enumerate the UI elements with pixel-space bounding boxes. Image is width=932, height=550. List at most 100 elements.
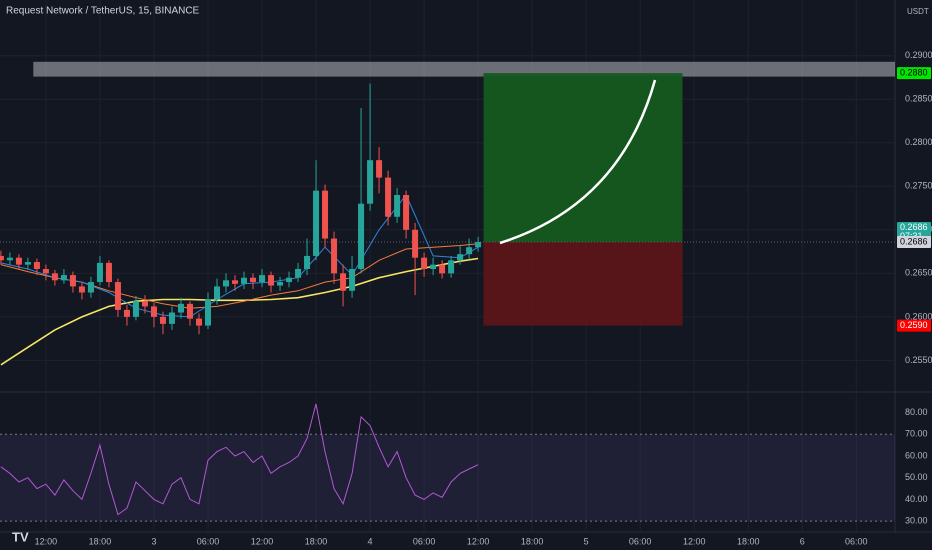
candle-body — [105, 262, 112, 283]
x-tick-label: 18:00 — [89, 536, 112, 546]
candle-body — [259, 275, 266, 283]
x-tick-label: 4 — [368, 536, 373, 546]
candle-body — [475, 242, 482, 248]
candle-body — [286, 277, 293, 283]
candle-body — [96, 262, 103, 283]
candle-body — [412, 229, 419, 258]
candle-body — [51, 273, 58, 281]
candle-body — [394, 195, 401, 217]
y-tick-label: 0.2800 — [905, 137, 932, 147]
candle-body — [313, 190, 320, 256]
candle-body — [33, 262, 40, 269]
x-tick-label: 12:00 — [683, 536, 706, 546]
candle-body — [340, 273, 347, 291]
candle-body — [232, 280, 239, 284]
candle-body — [123, 309, 130, 317]
resistance-zone — [33, 61, 896, 77]
rsi-tick-label: 30.00 — [905, 516, 928, 526]
candle-body — [150, 306, 157, 317]
countdown: 07:31 — [900, 231, 923, 241]
x-tick-label: 18:00 — [521, 536, 544, 546]
candle-body — [430, 264, 437, 269]
y-tick-label: 0.2750 — [905, 181, 932, 191]
candle-body — [69, 275, 76, 287]
rsi-tick-label: 40.00 — [905, 494, 928, 504]
x-tick-label: 12:00 — [251, 536, 274, 546]
logo[interactable]: TV — [12, 529, 29, 544]
candle-body — [168, 312, 175, 324]
candle-body — [213, 286, 220, 300]
candle-body — [241, 277, 248, 284]
candle-body — [78, 286, 85, 293]
currency: USDT — [907, 7, 929, 16]
candle-body — [466, 247, 473, 255]
target-zone — [483, 73, 683, 243]
candle-body — [177, 303, 184, 313]
chart-title: Request Network / TetherUS, 15, BINANCE — [6, 6, 200, 17]
x-tick-label: 5 — [584, 536, 589, 546]
candle-body — [403, 195, 410, 230]
candle-body — [204, 299, 211, 326]
x-tick-label: 3 — [151, 536, 156, 546]
candle-body — [195, 318, 202, 326]
candle-body — [60, 275, 67, 281]
x-tick-label: 06:00 — [413, 536, 436, 546]
candle-body — [457, 254, 464, 261]
candle-body — [331, 238, 338, 274]
candle-body — [322, 190, 329, 239]
entry-label: 0.2686 — [900, 236, 928, 246]
x-tick-label: 6 — [800, 536, 805, 546]
candle-body — [385, 177, 392, 217]
moving-average — [0, 257, 479, 366]
candle-body — [186, 303, 193, 319]
stop-label-box — [897, 319, 931, 332]
candle-body — [223, 280, 230, 287]
entry-box — [897, 236, 931, 249]
rsi-tick-label: 80.00 — [905, 407, 928, 417]
x-tick-label: 18:00 — [737, 536, 760, 546]
candle-body — [159, 316, 166, 324]
candle-body — [367, 160, 374, 204]
x-tick-label: 12:00 — [467, 536, 490, 546]
candle-body — [42, 268, 49, 274]
candle-body — [114, 282, 121, 310]
rsi-band — [0, 434, 895, 522]
candle-body — [421, 257, 428, 269]
candle-body — [24, 262, 31, 265]
candle-body — [141, 301, 148, 307]
candle-body — [448, 260, 455, 274]
y-tick-label: 0.2650 — [905, 268, 932, 278]
x-tick-label: 12:00 — [35, 536, 58, 546]
projection-curve — [499, 79, 657, 245]
candle-body — [87, 282, 94, 293]
rsi-tick-label: 50.00 — [905, 472, 928, 482]
y-tick-label: 0.2550 — [905, 355, 932, 365]
rsi-tick-label: 70.00 — [905, 429, 928, 439]
target-label-box — [897, 67, 931, 80]
x-tick-label: 06:00 — [197, 536, 220, 546]
candle-body — [6, 257, 13, 261]
y-tick-label: 0.2900 — [905, 50, 932, 60]
stop-zone — [483, 242, 683, 326]
candle-body — [250, 277, 257, 283]
candle-body — [439, 264, 446, 274]
candle-body — [277, 282, 284, 286]
target-label: 0.2880 — [900, 68, 928, 78]
last-price-label: 0.2686 — [900, 222, 928, 232]
rsi-tick-label: 60.00 — [905, 450, 928, 460]
candle-body — [0, 255, 4, 261]
x-tick-label: 06:00 — [845, 536, 868, 546]
rsi-line — [0, 403, 479, 516]
y-tick-label: 0.2600 — [905, 311, 932, 321]
x-tick-label: 18:00 — [305, 536, 328, 546]
candle-body — [349, 268, 356, 291]
candle-body — [15, 257, 22, 265]
candle-body — [295, 268, 302, 278]
candle-body — [268, 275, 275, 286]
stop-label: 0.2590 — [900, 320, 928, 330]
candle-body — [358, 203, 365, 269]
